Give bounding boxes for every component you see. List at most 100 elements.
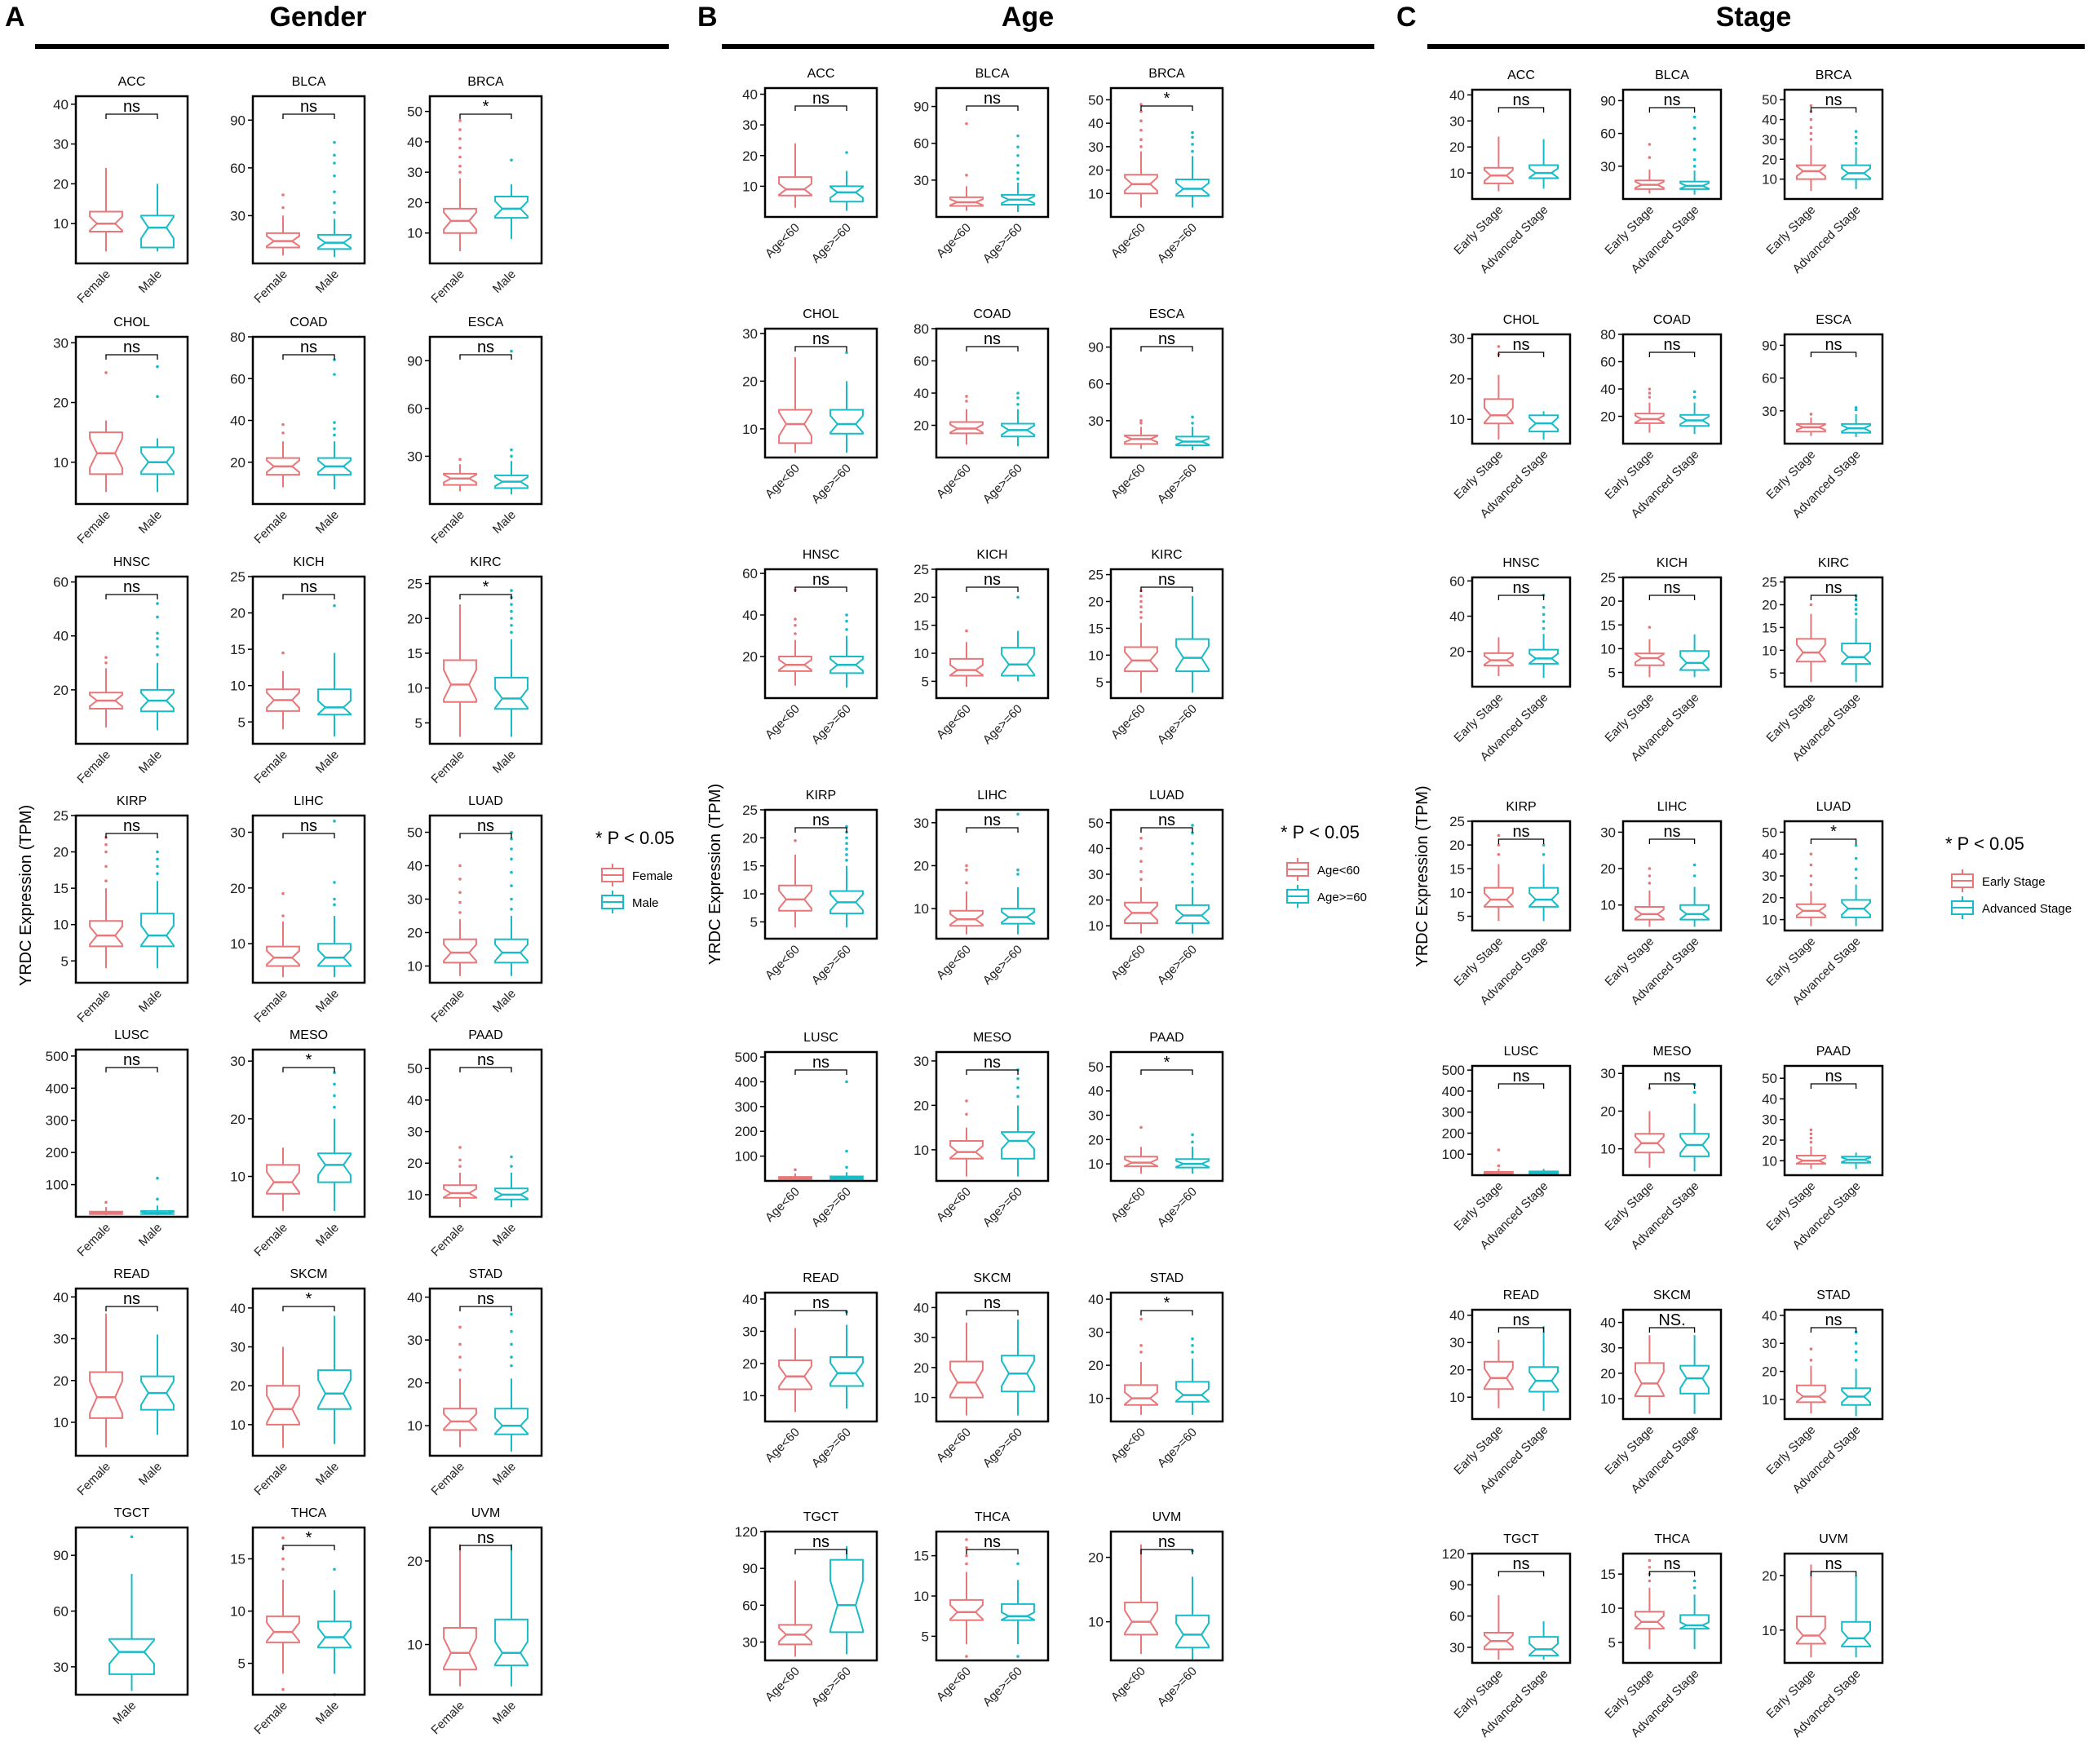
box-body [778, 409, 812, 444]
y-tick-label: 60 [914, 136, 929, 152]
outlier-point [156, 615, 159, 619]
outlier-point [1692, 863, 1696, 867]
outlier-point [845, 351, 848, 355]
subplot-title: TGCT [114, 1506, 150, 1520]
y-tick-label: 10 [1762, 172, 1777, 188]
subplot-KIRP: KIRP 5 10 15 20 25 Age<60 Age>=60 ns [742, 789, 878, 988]
significance-label: ns [477, 1051, 494, 1069]
x-tick-label: Age>=60 [980, 221, 1025, 266]
x-tick-label: Female [251, 987, 290, 1025]
plot-frame [1109, 1291, 1224, 1423]
y-tick-label: 20 [1449, 1363, 1465, 1378]
box-Advanced Stage: Advanced Stage [1478, 593, 1559, 764]
box-Age<60: Age<60 [1108, 103, 1158, 261]
significance-bracket [1140, 1549, 1193, 1554]
subplot-title: UVM [1152, 1510, 1182, 1524]
y-tick-label: 20 [1449, 139, 1465, 155]
y-tick-label: 25 [742, 802, 758, 818]
outlier-point [1016, 134, 1020, 138]
significance-label: * [483, 578, 489, 596]
box-body [1001, 1131, 1035, 1160]
y-tick-label: 5 [1608, 1635, 1616, 1651]
box-body [140, 446, 175, 475]
significance-label: ns [300, 338, 317, 356]
subplot-READ: READ 10 20 30 40 Female Male ns [53, 1267, 189, 1498]
subplot-LUAD: LUAD 10 20 30 40 50 Age<60 Age>=60 ns [1088, 789, 1224, 988]
y-tick-label: 10 [53, 216, 69, 232]
outlier-point [1854, 135, 1858, 139]
box-Age<60: Age<60 [934, 395, 984, 502]
outlier-point [510, 1364, 513, 1368]
subplot-KICH: KICH 5 10 15 20 25 Female Male ns [230, 555, 366, 786]
box-Female: Female [251, 1536, 300, 1737]
outlier-point [104, 656, 108, 659]
outlier-point [1191, 422, 1194, 425]
significance-bracket [794, 586, 847, 592]
y-tick-label: 10 [53, 455, 69, 471]
box-body [266, 1385, 300, 1426]
legend-significance: * P < 0.05 [1945, 833, 2024, 854]
box-body [1796, 1616, 1826, 1645]
x-tick-label: Female [251, 1460, 290, 1498]
significance-label: ns [984, 1533, 1001, 1551]
significance-bracket [459, 1067, 512, 1072]
box-body [1796, 1384, 1826, 1404]
legend-significance: * P < 0.05 [595, 828, 675, 848]
box-Age>=60: Age>=60 [809, 1080, 864, 1230]
y-tick-label: 10 [407, 1638, 422, 1653]
significance-bracket [1497, 595, 1545, 600]
outlier-point [1692, 874, 1696, 878]
y-tick-label: 90 [1449, 1577, 1465, 1593]
outlier-point [510, 589, 513, 592]
y-tick-label: 30 [742, 326, 758, 342]
x-tick-label: Female [74, 508, 113, 546]
y-tick-label: 20 [1762, 152, 1777, 167]
outlier-point [510, 884, 513, 887]
box-Age<60: Age<60 [934, 1322, 984, 1466]
y-tick-label: 10 [1762, 1623, 1777, 1638]
x-tick-label: Age<60 [1108, 1185, 1148, 1225]
x-tick-label: Female [251, 508, 290, 546]
subplot-title: CHOL [803, 307, 839, 321]
significance-label: ns [1825, 91, 1842, 109]
subplot-HNSC: HNSC 20 40 60 Age<60 Age>=60 ns [742, 548, 878, 747]
outlier-point [1809, 1132, 1813, 1136]
box-Age<60: Age<60 [763, 143, 812, 261]
y-tick-label: 10 [1449, 166, 1465, 181]
y-tick-label: 20 [1762, 891, 1777, 906]
outlier-point [510, 908, 513, 911]
y-tick-label: 10 [1088, 918, 1104, 934]
outlier-point [333, 140, 336, 144]
outlier-point [845, 836, 848, 840]
outlier-point [1139, 419, 1143, 422]
y-tick-label: 20 [53, 176, 69, 192]
outlier-point [1016, 153, 1020, 157]
outlier-point [1139, 422, 1143, 425]
outlier-point [458, 1158, 462, 1162]
outlier-point [965, 868, 968, 872]
y-tick-label: 30 [1449, 1335, 1465, 1351]
box-Male: Male [313, 1567, 352, 1727]
y-tick-label: 40 [53, 629, 69, 644]
outlier-point [1692, 390, 1696, 394]
significance-label: ns [1825, 336, 1842, 354]
panel-B: B Age YRDC Expression (TPM) * P < 0.05 Age<6… [697, 2, 1374, 1709]
outlier-point [333, 1105, 336, 1109]
plot-frame [1471, 820, 1572, 932]
outlier-point [845, 1080, 848, 1084]
y-tick-label: 40 [230, 413, 246, 429]
significance-bracket [794, 346, 847, 351]
box-Male: Male [108, 1535, 155, 1727]
box-body [778, 1359, 812, 1390]
box-body [1124, 1156, 1158, 1168]
y-tick-label: 5 [922, 674, 929, 689]
legend-label: Male [632, 896, 659, 910]
significance-label: ns [1512, 823, 1529, 841]
y-tick-label: 20 [1088, 1550, 1104, 1566]
x-tick-label: Male [490, 1699, 519, 1727]
outlier-point [510, 870, 513, 874]
y-tick-label: 20 [1600, 861, 1616, 877]
significance-label: ns [1512, 579, 1529, 597]
box-Age>=60: Age>=60 [809, 1546, 864, 1709]
outlier-point [1139, 1317, 1143, 1321]
